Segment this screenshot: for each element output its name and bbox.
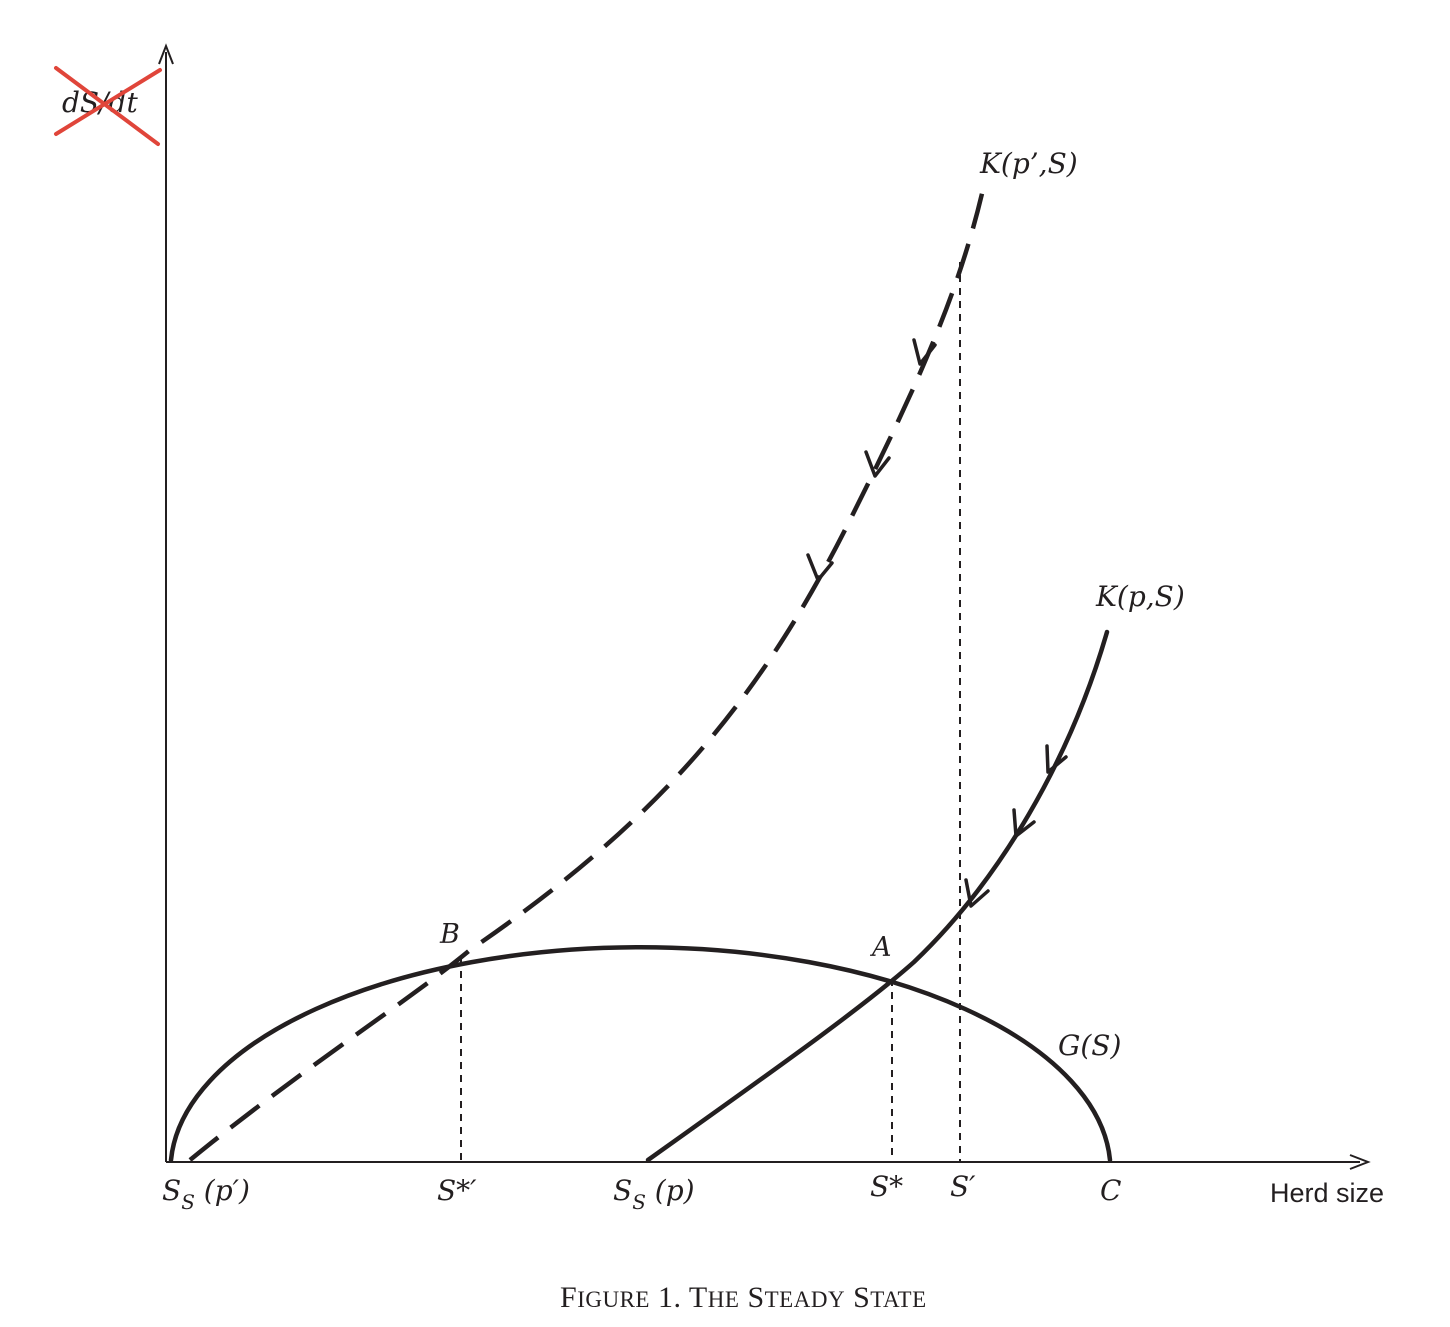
point-b-label: B [439, 919, 460, 950]
x-axis-label: Herd size [1270, 1178, 1384, 1208]
cross-out-mark [54, 68, 162, 136]
y-axis-arrow [158, 43, 174, 65]
x-axis-arrow [1349, 1154, 1371, 1170]
tick-s-star-prime: S*′ [437, 1174, 477, 1207]
k-p-prime-label: K(p’,S) [979, 147, 1078, 180]
direction-arrowhead [1012, 808, 1036, 838]
k-p-label: K(p,S) [1095, 580, 1185, 613]
tick-ss-p: SS (p) [613, 1174, 695, 1214]
tick-s-star: S* [870, 1170, 903, 1203]
direction-arrowhead [964, 878, 990, 908]
growth-curve-label: G(S) [1058, 1029, 1121, 1062]
point-a-label: A [869, 932, 892, 963]
figure-caption: FIGURE 1. THE STEADY STATE [560, 1281, 927, 1314]
k-p-curve [645, 629, 1110, 1163]
direction-arrowhead [864, 450, 891, 478]
tick-c: C [1100, 1174, 1121, 1207]
direction-arrowhead [806, 553, 834, 582]
tick-s-prime: S′ [950, 1170, 976, 1203]
cross-out-mark [54, 66, 160, 146]
growth-curve [168, 945, 1113, 1163]
tick-ss-p-prime: SS (p′) [162, 1174, 250, 1214]
direction-arrowhead [1045, 744, 1068, 774]
direction-arrowhead [912, 338, 937, 366]
